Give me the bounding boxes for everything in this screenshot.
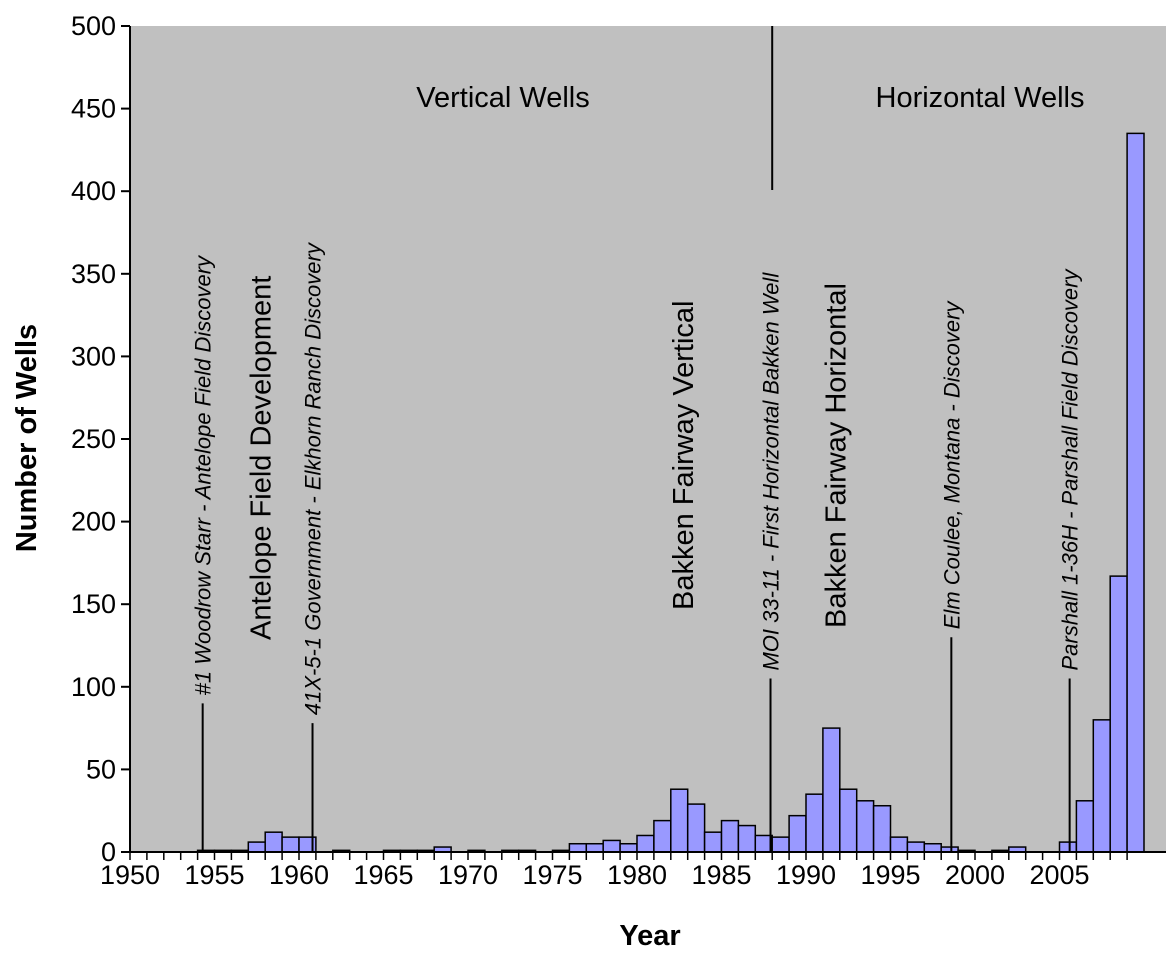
bar-1990	[805, 793, 824, 853]
y-tick-label-50: 50	[86, 754, 116, 784]
x-tick-label-1990: 1990	[776, 860, 836, 890]
y-tick-label-250: 250	[71, 424, 116, 454]
bar-1977	[585, 842, 604, 853]
y-tick-label-450: 450	[71, 94, 116, 124]
x-tick-label-1960: 1960	[269, 860, 329, 890]
y-tick-label-200: 200	[71, 507, 116, 537]
y-axis-title: Number of Wells	[11, 324, 43, 552]
bar-1991	[822, 727, 841, 853]
bar-1985	[720, 819, 740, 853]
x-tick-label-1980: 1980	[607, 860, 667, 890]
x-tick-label-2000: 2000	[945, 860, 1005, 890]
region-label-vertical: Vertical Wells	[416, 82, 590, 114]
event-label-3: Elm Coulee, Montana - Discovery	[939, 300, 964, 630]
bar-2006	[1075, 800, 1095, 853]
x-tick-label-1975: 1975	[522, 860, 582, 890]
bar-1996	[906, 841, 926, 853]
annotation-labels: #1 Woodrow Starr - Antelope Field Discov…	[191, 82, 1085, 715]
x-tick-label-1970: 1970	[438, 860, 498, 890]
x-tick-label-1985: 1985	[691, 860, 751, 890]
bar-1983	[686, 803, 706, 853]
phase-label-2: Bakken Fairway Horizontal	[820, 283, 852, 628]
bar-1981	[653, 819, 672, 853]
bar-1989	[788, 814, 807, 853]
bar-1995	[889, 836, 909, 853]
bar-1958	[264, 831, 283, 853]
bar-1988	[771, 836, 790, 853]
y-tick-label-0: 0	[101, 837, 116, 867]
plot-area	[130, 26, 1166, 852]
y-tick-label-150: 150	[71, 589, 116, 619]
x-axis-title: Year	[619, 920, 680, 952]
event-label-1: 41X-5-1 Government - Elkhorn Ranch Disco…	[301, 241, 326, 715]
bar-1979	[619, 842, 638, 853]
y-tick-label-500: 500	[71, 11, 116, 41]
event-label-4: Parshall 1-36H - Parshall Field Discover…	[1058, 268, 1083, 671]
x-tick-label-1965: 1965	[353, 860, 413, 890]
bar-1976	[568, 842, 588, 853]
region-label-horizontal: Horizontal Wells	[876, 82, 1085, 114]
bar-1980	[636, 834, 655, 853]
event-label-0: #1 Woodrow Starr - Antelope Field Discov…	[191, 254, 216, 695]
y-tick-label-400: 400	[71, 176, 116, 206]
bar-2009	[1126, 132, 1145, 853]
bar-1986	[737, 824, 757, 853]
x-tick-label-2005: 2005	[1029, 860, 1089, 890]
bar-1997	[923, 842, 942, 853]
x-tick-label-1995: 1995	[860, 860, 920, 890]
axes-group: 0 50 100 150 200 250 300 350 400 450 500 1950 1955 19…	[71, 11, 1166, 890]
y-tick-label-350: 350	[71, 259, 116, 289]
bar-2008	[1109, 575, 1128, 853]
y-tick-label-300: 300	[71, 341, 116, 371]
event-label-2: MOI 33-11 - First Horizontal Bakken Well	[759, 272, 784, 671]
y-tick-label-100: 100	[71, 672, 116, 702]
event-annotations	[201, 637, 1071, 852]
bar-1978	[602, 839, 621, 853]
bar-1982	[670, 788, 689, 853]
bar-2005	[1058, 841, 1078, 853]
bar-1993	[855, 800, 875, 853]
bar-1959	[281, 836, 300, 853]
bar-1957	[247, 841, 266, 853]
bar-2007	[1092, 719, 1111, 853]
bar-1992	[839, 788, 858, 853]
x-tick-label-1955: 1955	[184, 860, 244, 890]
bar-1994	[872, 804, 892, 853]
phase-label-0: Antelope Field Development	[246, 276, 278, 640]
bars-group	[196, 132, 1145, 853]
phase-label-1: Bakken Fairway Vertical	[668, 301, 700, 610]
x-tick-label-1950: 1950	[100, 860, 160, 890]
bar-1984	[703, 831, 723, 853]
